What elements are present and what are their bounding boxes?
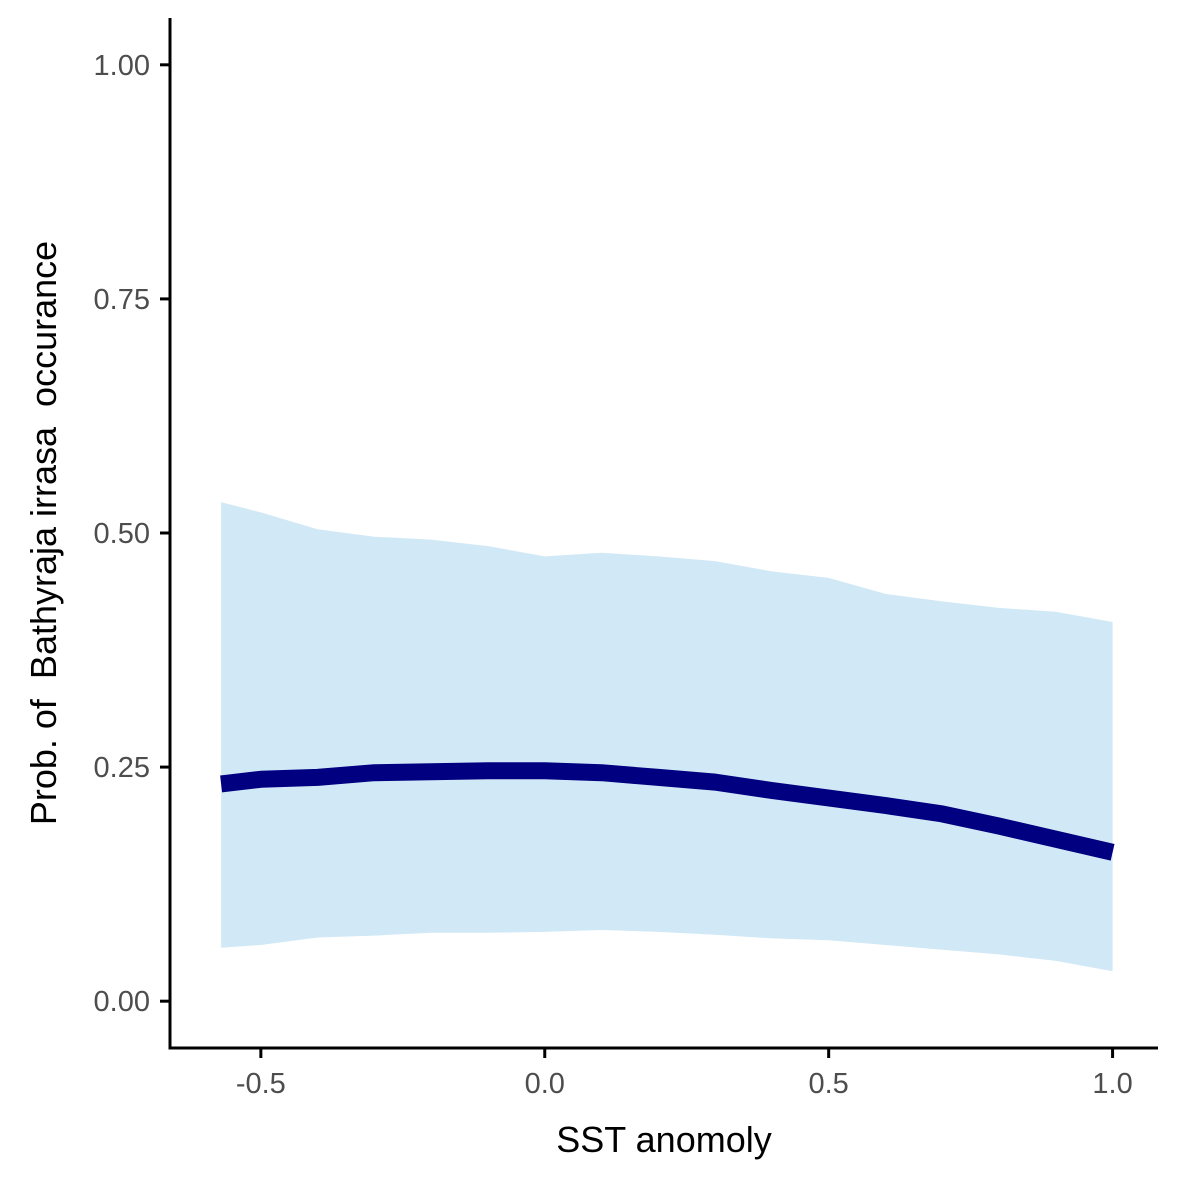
y-tick-label: 1.00: [94, 50, 150, 82]
y-tick-label: 0.50: [94, 518, 150, 550]
x-tick-label: 0.5: [809, 1068, 849, 1100]
ticks: 0.00 0.25 0.50 0.75 1.00 -0.5 0.0 0.5 1.0: [94, 50, 1133, 1100]
plot-area: [220, 502, 1115, 972]
y-axis-title: Prob. of Bathyraja irrasa occurance: [23, 241, 64, 825]
x-tick-label: 0.0: [525, 1068, 565, 1100]
fitted-line: [220, 762, 1115, 861]
confidence-ribbon: [221, 502, 1113, 972]
x-tick-label: 1.0: [1092, 1068, 1132, 1100]
x-tick-label: -0.5: [236, 1068, 286, 1100]
x-axis-title: SST anomoly: [556, 1119, 771, 1160]
y-tick-label: 0.75: [94, 284, 150, 316]
y-tick-label: 0.25: [94, 752, 150, 784]
y-tick-label: 0.00: [94, 986, 150, 1018]
